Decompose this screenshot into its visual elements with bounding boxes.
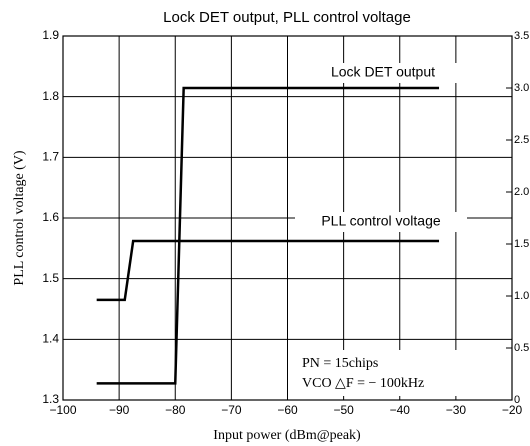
y-tick-label: 1.4 xyxy=(42,332,59,346)
y-tick-label: 1.9 xyxy=(42,28,59,42)
x-axis-label: Input power (dBm@peak) xyxy=(213,428,361,443)
series-line xyxy=(96,86,440,385)
label-bg xyxy=(308,63,460,83)
annotation-bg xyxy=(298,350,508,396)
series-line xyxy=(96,239,440,302)
x-tick-label: −90 xyxy=(109,403,130,417)
y-tick-label: 1.8 xyxy=(42,89,59,103)
x-tick-label: −100 xyxy=(49,403,76,417)
series-label: Lock DET output xyxy=(331,64,435,80)
y-tick-label: 1.6 xyxy=(42,210,59,224)
x-tick-label: −80 xyxy=(165,403,186,417)
plot-frame xyxy=(62,35,513,401)
annotation: VCO △F = − 100kHz xyxy=(302,376,424,391)
y2-tick-label: 3.5 xyxy=(514,30,529,42)
x-tick-label: −60 xyxy=(277,403,298,417)
x-tick-label: −20 xyxy=(502,403,523,417)
x-tick-label: −30 xyxy=(446,403,467,417)
y2-tick-label: 0.5 xyxy=(514,342,529,354)
y-tick-label: 1.7 xyxy=(42,150,59,164)
y2-tick-label: 1.5 xyxy=(514,238,529,250)
annotation: PN = 15chips xyxy=(302,356,378,371)
series-label: PLL control voltage xyxy=(321,213,441,229)
label-bg xyxy=(295,212,467,232)
y-tick-label: 1.3 xyxy=(42,392,59,406)
x-tick-label: −70 xyxy=(221,403,242,417)
y2-tick-label: 3.0 xyxy=(514,82,529,94)
y2-tick-label: 1.0 xyxy=(514,290,529,302)
y-tick-label: 1.5 xyxy=(42,271,59,285)
y2-tick-label: 0 xyxy=(514,394,520,406)
y2-tick-label: 2.0 xyxy=(514,186,529,198)
y-axis-label: PLL control voltage (V) xyxy=(12,150,27,286)
y2-tick-label: 2.5 xyxy=(514,134,529,146)
chart-title: Lock DET output, PLL control voltage xyxy=(163,9,411,26)
x-tick-label: −40 xyxy=(390,403,411,417)
x-tick-label: −50 xyxy=(333,403,354,417)
